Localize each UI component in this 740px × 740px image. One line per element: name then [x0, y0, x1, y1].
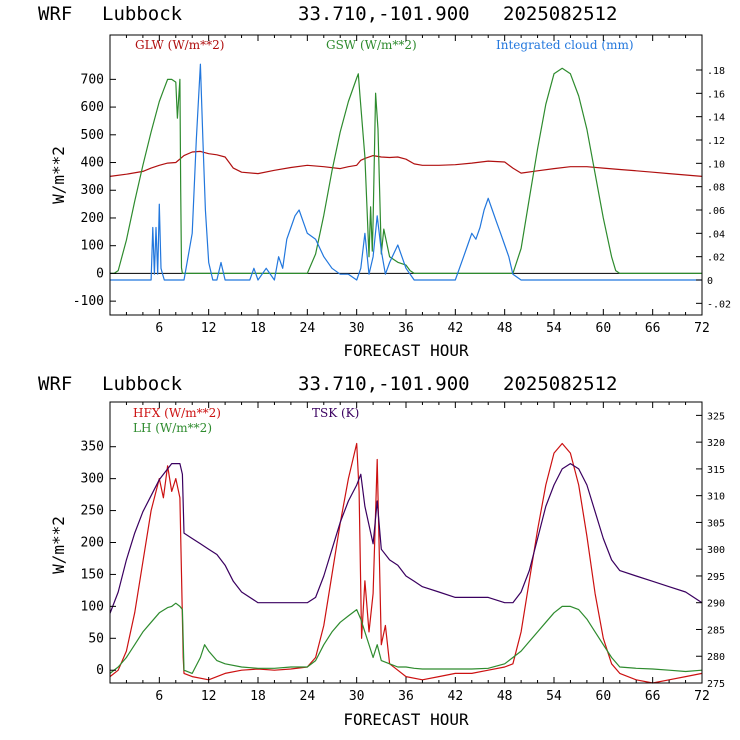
- chart-1-y2tick-label: .18: [707, 66, 725, 77]
- chart-2-xtick-label: 30: [349, 689, 365, 704]
- chart-1-plot-area: [109, 63, 703, 281]
- chart-2-frame: [109, 401, 703, 684]
- chart-2-xtick-label: 24: [300, 689, 316, 704]
- chart-2-xtick-label: 12: [201, 689, 217, 704]
- chart-2-xtick-label: 18: [250, 689, 266, 704]
- chart-2-run: 2025082512: [503, 373, 617, 395]
- chart-2-ytick-label: 250: [81, 504, 104, 519]
- chart-1-xtick-label: 18: [250, 321, 266, 336]
- chart-2-y2tick-label: 290: [707, 599, 725, 610]
- chart-1-xtick-label: 48: [497, 321, 513, 336]
- chart-1-ytick-label: 600: [81, 100, 104, 115]
- chart-1-xlabel: FORECAST HOUR: [343, 341, 469, 360]
- chart-1-xtick-label: 60: [596, 321, 612, 336]
- chart-2-y2tick-label: 320: [707, 438, 725, 449]
- chart-2: WRF Lubbock 33.710,-101.900 2025082512 H…: [38, 373, 725, 729]
- chart-2-ytick-label: 350: [81, 440, 104, 455]
- chart-1-xtick-label: 42: [448, 321, 464, 336]
- chart-1-axes: 6 12 18 24 30 36 42 48 54 60 66 72 -100 0 100 200 300 400…: [73, 35, 731, 336]
- chart-1-ytick-label: 400: [81, 156, 104, 171]
- chart-1-y2tick-label: .12: [707, 136, 725, 147]
- chart-1-xtick-label: 66: [645, 321, 661, 336]
- chart-1-legend-gsw: GSW (W/m**2): [326, 38, 417, 52]
- chart-1-ytick-label: 0: [96, 266, 104, 281]
- chart-1-ytick-label: 500: [81, 128, 104, 143]
- chart-1: WRF Lubbock 33.710,-101.900 2025082512 G…: [38, 3, 731, 360]
- chart-1-ytick-label: 200: [81, 211, 104, 226]
- chart-1-y2tick-label: -.02: [707, 299, 731, 310]
- chart-2-xtick-label: 48: [497, 689, 513, 704]
- chart-2-xtick-label: 60: [596, 689, 612, 704]
- chart-2-y2tick-label: 310: [707, 492, 725, 503]
- chart-2-y2tick-label: 275: [707, 679, 725, 690]
- chart-2-xtick-label: 42: [448, 689, 464, 704]
- chart-1-xtick-label: 24: [300, 321, 316, 336]
- chart-1-xtick-label: 72: [694, 321, 710, 336]
- chart-2-coords: 33.710,-101.900: [298, 373, 470, 395]
- chart-1-site: Lubbock: [102, 3, 183, 25]
- chart-1-legend-glw: GLW (W/m**2): [135, 38, 224, 52]
- chart-1-xtick-label: 6: [155, 321, 163, 336]
- chart-2-xtick-label: 66: [645, 689, 661, 704]
- chart-2-y2tick-label: 285: [707, 625, 725, 636]
- chart-2-ytick-label: 300: [81, 472, 104, 487]
- chart-1-ylabel: W/m**2: [49, 146, 68, 204]
- chart-1-y2tick-label: 0: [707, 276, 713, 287]
- chart-1-ytick-label: -100: [73, 294, 104, 309]
- chart-2-xtick-label: 36: [398, 689, 414, 704]
- chart-1-y2tick-label: .10: [707, 159, 725, 170]
- chart-1-ytick-label: 300: [81, 183, 104, 198]
- chart-1-ytick-label: 100: [81, 239, 104, 254]
- chart-2-xtick-label: 6: [155, 689, 163, 704]
- chart-2-model: WRF: [38, 373, 72, 395]
- chart-2-ytick-label: 150: [81, 567, 104, 582]
- chart-2-y2tick-label: 300: [707, 545, 725, 556]
- chart-2-ytick-label: 100: [81, 599, 104, 614]
- chart-1-y2tick-label: .08: [707, 183, 725, 194]
- chart-2-site: Lubbock: [102, 373, 183, 395]
- chart-2-y2tick-label: 280: [707, 652, 725, 663]
- chart-2-xlabel: FORECAST HOUR: [343, 710, 469, 729]
- chart-1-xtick-label: 12: [201, 321, 217, 336]
- chart-2-plot-area: [109, 442, 703, 684]
- chart-1-y2tick-label: .06: [707, 206, 725, 217]
- chart-2-y2tick-label: 315: [707, 465, 725, 476]
- chart-1-run: 2025082512: [503, 3, 617, 25]
- chart-1-xtick-label: 54: [546, 321, 562, 336]
- chart-1-series-2-line: [110, 67, 702, 274]
- chart-1-y2tick-label: .04: [707, 229, 725, 240]
- chart-2-axes: 6 12 18 24 30 36 42 48 54 60 66 72 0 50 100 150 200 250 30…: [81, 402, 725, 704]
- chart-2-legend-lh: LH (W/m**2): [133, 421, 212, 435]
- chart-1-ytick-label: 700: [81, 72, 104, 87]
- chart-2-y2tick-label: 305: [707, 518, 725, 529]
- chart-2-ytick-label: 200: [81, 536, 104, 551]
- chart-1-series-1-line: [109, 150, 703, 177]
- chart-1-y2tick-label: .14: [707, 113, 725, 124]
- chart-1-frame: [109, 34, 703, 316]
- chart-2-series-3-line: [109, 463, 703, 614]
- chart-2-legend-hfx: HFX (W/m**2): [133, 406, 221, 420]
- chart-2-ytick-label: 0: [96, 663, 104, 678]
- chart-1-xtick-label: 36: [398, 321, 414, 336]
- chart-2-ytick-label: 50: [88, 631, 104, 646]
- chart-2-legend-tsk: TSK (K): [312, 406, 359, 420]
- chart-2-y2tick-label: 295: [707, 572, 725, 583]
- chart-1-y2tick-label: .02: [707, 253, 725, 264]
- chart-1-series-3-line: [110, 63, 702, 281]
- chart-2-xtick-label: 54: [546, 689, 562, 704]
- chart-1-model: WRF: [38, 3, 72, 25]
- chart-1-xtick-label: 30: [349, 321, 365, 336]
- chart-2-series-2-line: [109, 602, 703, 675]
- chart-2-xtick-label: 72: [694, 689, 710, 704]
- chart-2-series-1-line: [109, 442, 703, 684]
- chart-1-coords: 33.710,-101.900: [298, 3, 470, 25]
- chart-2-ylabel: W/m**2: [49, 516, 68, 574]
- chart-2-y2tick-label: 325: [707, 411, 725, 422]
- chart-1-y2tick-label: .16: [707, 89, 725, 100]
- chart-1-legend-cloud: Integrated cloud (mm): [496, 38, 634, 52]
